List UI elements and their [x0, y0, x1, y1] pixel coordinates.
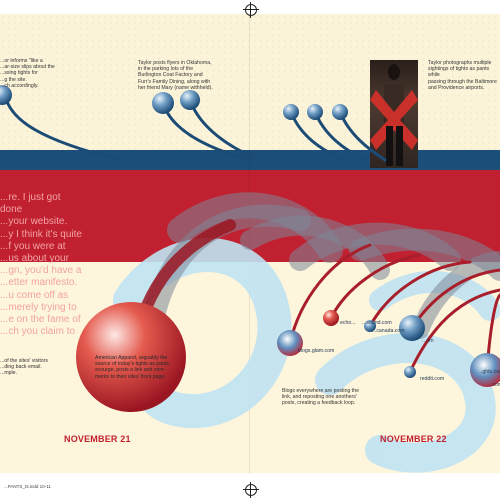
- label-blogs-glam: blogs.glam.com: [298, 348, 335, 354]
- node-reddit: [404, 366, 416, 378]
- caption-blogs: Blogs everywhere are posting the link, a…: [282, 388, 359, 407]
- node-big-right: [470, 353, 500, 387]
- label-sound: ...sound.com: [362, 320, 392, 326]
- red-stems: [288, 243, 500, 374]
- date-right: NOVEMBER 22: [380, 434, 447, 444]
- node-top-left: [0, 85, 12, 105]
- node-airport-3: [332, 104, 348, 120]
- label-ghts: ...ghts.com: [478, 369, 500, 375]
- label-echo: echo...: [340, 320, 356, 326]
- email-quote: ...re. I just got done ...your website. …: [0, 192, 82, 338]
- registration-mark-top: [243, 2, 259, 18]
- photo-figure: [370, 64, 418, 166]
- airport-photo: [370, 60, 418, 168]
- footer-slug: ...PANTS_t3.indd 10-11: [4, 484, 51, 489]
- caption-left-bottom: ...of the sites' visitors ...ding back e…: [0, 358, 48, 377]
- node-oklahoma-1: [152, 92, 174, 114]
- label-canada: ...canada.com: [372, 328, 405, 334]
- caption-top-left: ...or informs "like a ...ar-size slips a…: [0, 58, 55, 89]
- node-com-right: [399, 315, 425, 341]
- node-airport-1: [283, 104, 299, 120]
- caption-airports: Taylor photographs multiple sightings of…: [428, 60, 497, 91]
- caption-oklahoma: Taylor posts flyers in Oklahoma, in the …: [138, 60, 213, 91]
- node-american-apparel: [76, 302, 186, 412]
- node-echo: [323, 310, 339, 326]
- node-canada: [364, 320, 376, 332]
- label-com-two: ...com: [488, 382, 500, 388]
- registration-mark-bottom: [243, 482, 259, 498]
- label-com-one: ...om: [422, 338, 434, 344]
- label-reddit: reddit.com: [420, 376, 445, 382]
- caption-american-apparel: American Apparel, arguably the source of…: [95, 355, 169, 380]
- node-airport-2: [307, 104, 323, 120]
- node-blogs-glam: [277, 330, 303, 356]
- date-left: NOVEMBER 21: [64, 434, 131, 444]
- node-oklahoma-2: [180, 90, 200, 110]
